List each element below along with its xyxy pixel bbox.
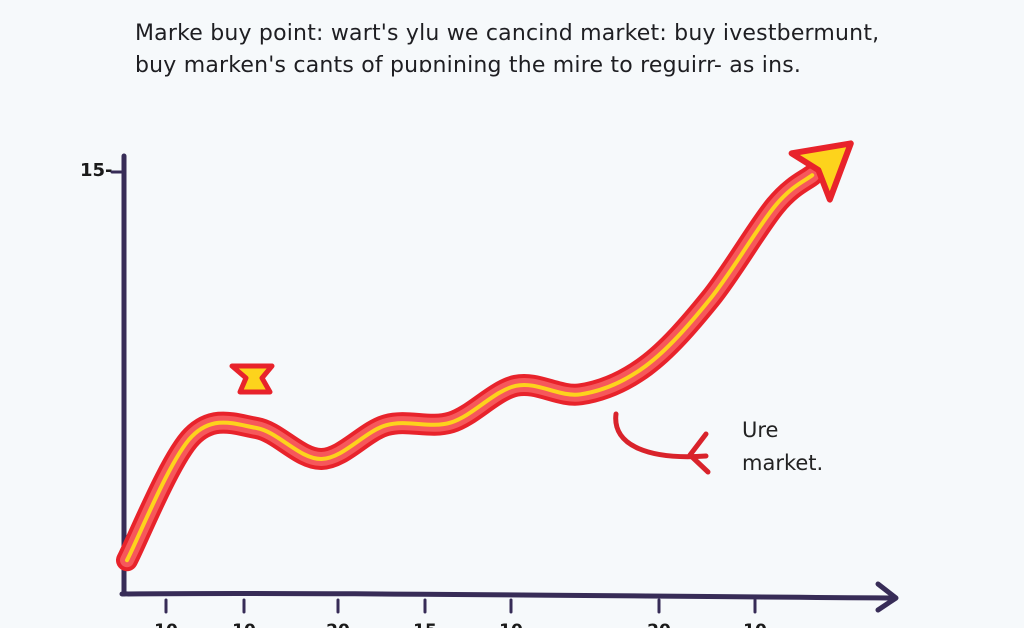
- data-point-3: [319, 456, 325, 462]
- data-point-7: [578, 391, 584, 397]
- data-point-10: [772, 203, 778, 209]
- series-line-highlight: [125, 173, 815, 563]
- data-point-8: [643, 363, 649, 369]
- peak-marker: [229, 363, 275, 395]
- series-line-outline: [116, 164, 824, 572]
- data-point-4: [383, 422, 389, 428]
- y-axis: [121, 153, 127, 597]
- x-axis-arrowhead: [875, 581, 899, 613]
- annotation-arrowhead: [687, 431, 711, 475]
- x-tick-label: 10: [499, 621, 523, 628]
- x-tick-label: 10: [232, 621, 256, 628]
- annotation-line-1: Ure: [742, 418, 779, 442]
- data-point-1: [189, 434, 195, 440]
- data-point-0: [124, 557, 130, 563]
- series-line-band: [120, 168, 820, 568]
- data-points: [124, 149, 843, 563]
- chart-title-line-2: buy marken's cants of puɒnining the mire…: [135, 53, 802, 78]
- x-tick-label: 10: [743, 621, 767, 628]
- x-tick-label: 20: [647, 621, 671, 628]
- data-point-2: [254, 425, 260, 431]
- y-tick-label: 15-: [80, 160, 113, 181]
- data-point-5: [448, 419, 454, 425]
- trend-arrowhead: [788, 140, 854, 203]
- data-point-11: [837, 149, 843, 155]
- chart-title-line-1: Marke buy point: wart's ylu we cancind m…: [135, 21, 880, 46]
- annotation-label: Ure market.: [742, 414, 823, 480]
- data-point-6: [513, 383, 519, 389]
- x-axis: [119, 590, 896, 601]
- x-tick-label: 20: [326, 621, 350, 628]
- chart-title: Marke buy point: wart's ylu we cancind m…: [135, 18, 915, 82]
- x-tick-label: 10: [154, 621, 178, 628]
- annotation-line-2: market.: [742, 451, 824, 475]
- x-ticks: 10 10 20 15 10 20 10: [154, 598, 767, 628]
- x-tick-label: 15: [413, 621, 437, 628]
- data-point-9: [707, 296, 713, 302]
